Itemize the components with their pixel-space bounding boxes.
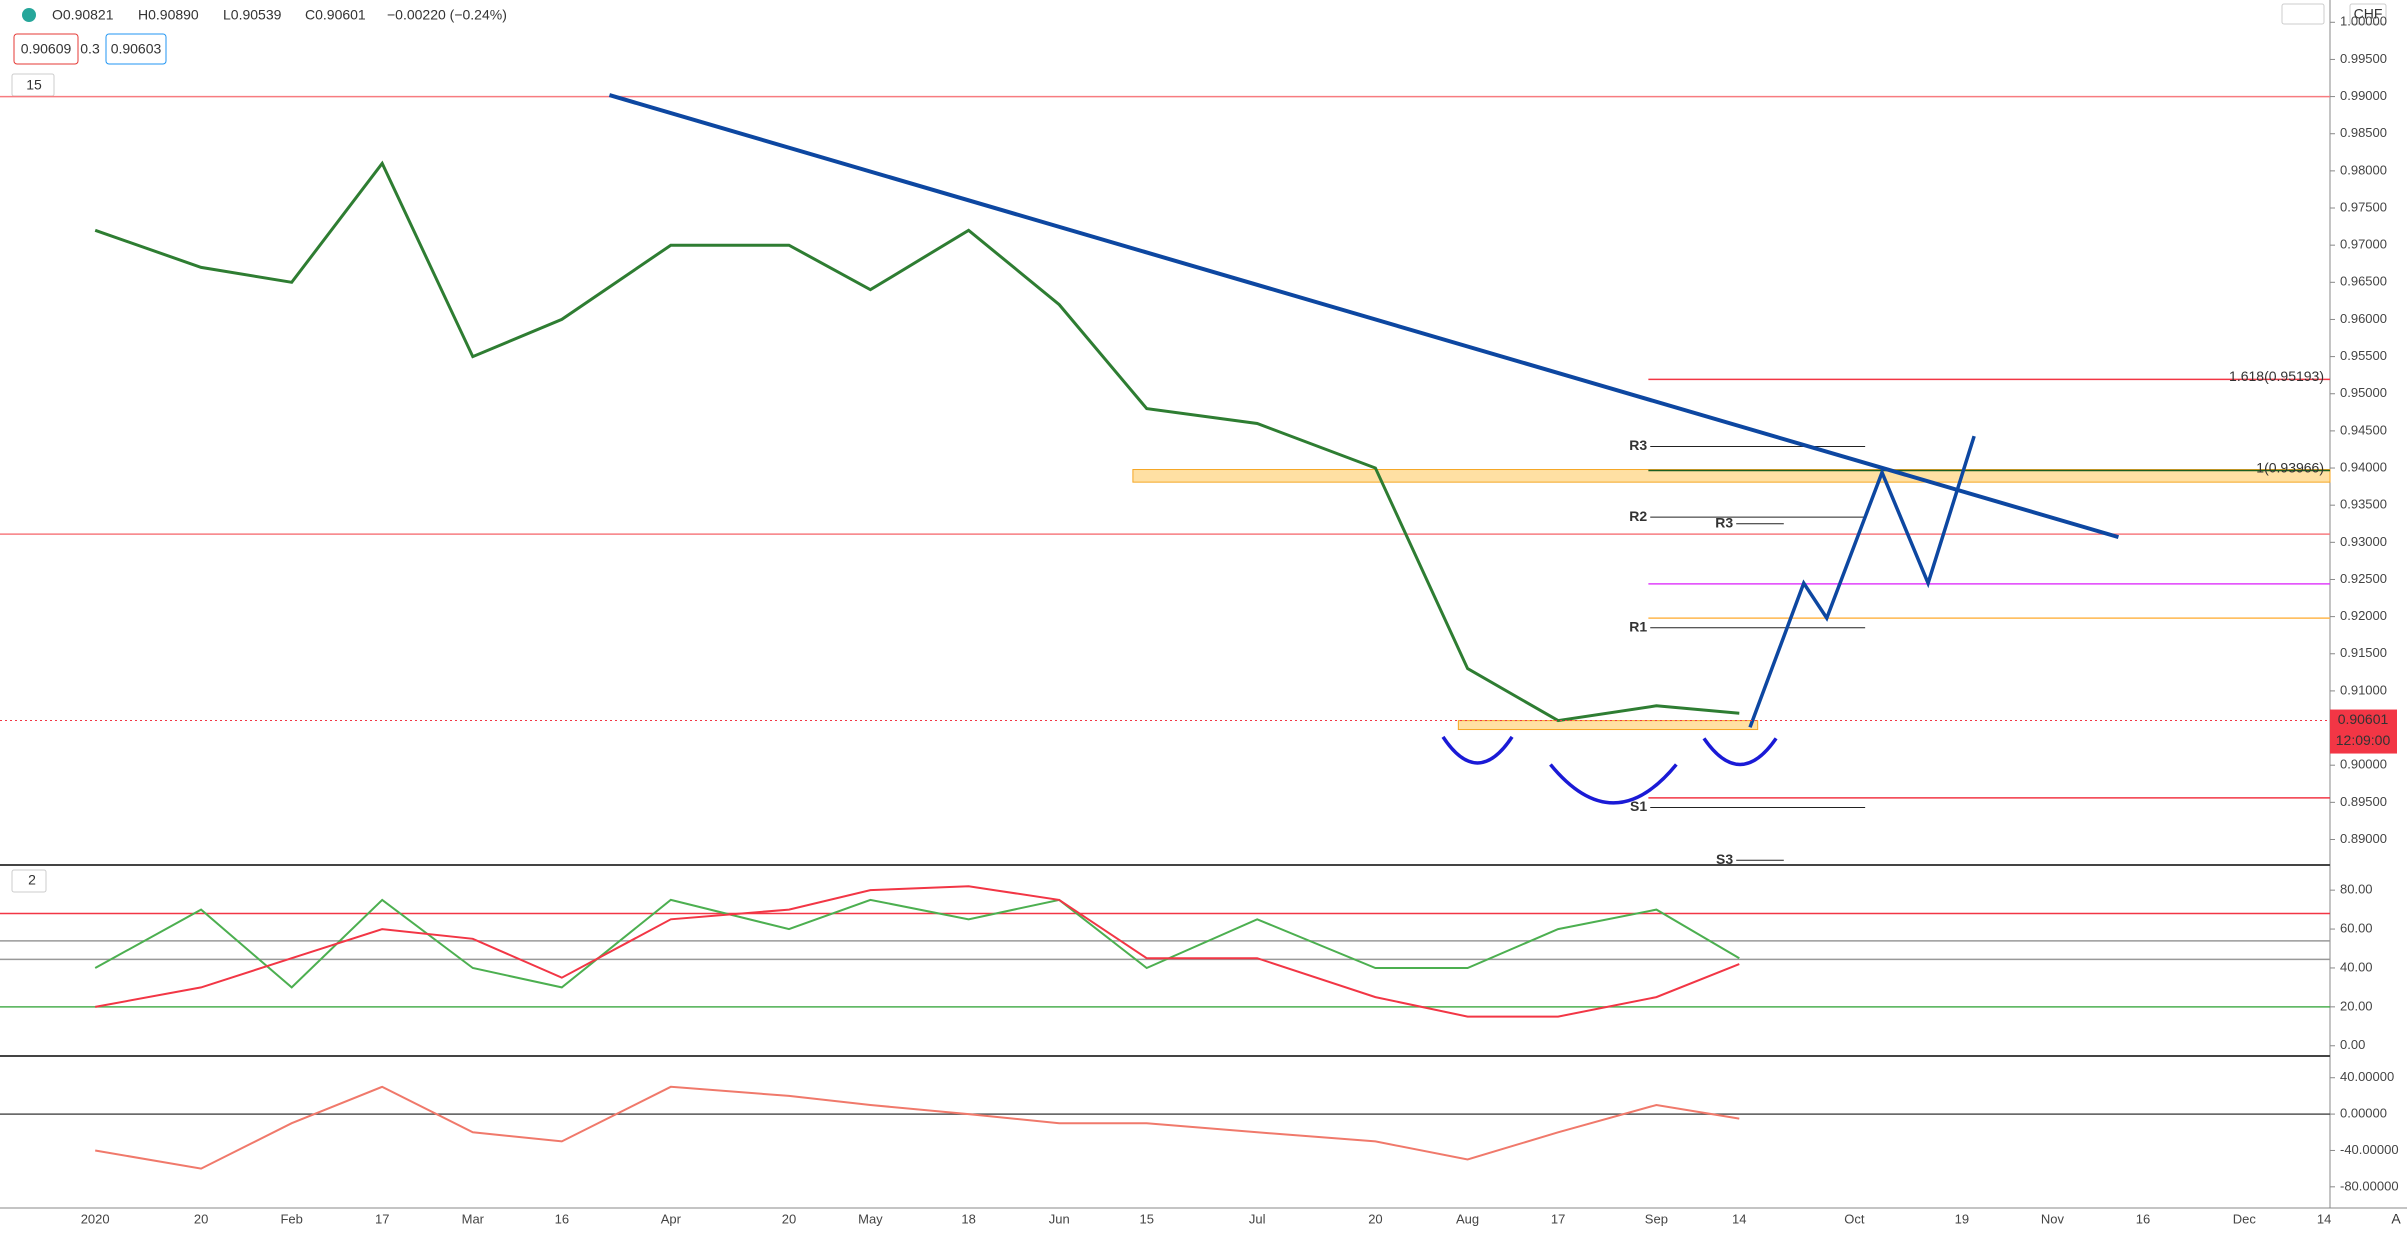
x-tick-label: Dec [2233,1211,2257,1226]
y-tick-label: 40.00 [2340,959,2373,974]
y-tick-label: 1.00000 [2340,14,2387,29]
sell-button[interactable] [13,33,79,65]
x-tick-label: 17 [1551,1211,1565,1226]
legend-low: L0.90539 [223,7,282,23]
spread: 0.3 [80,41,100,57]
y-tick-label: 60.00 [2340,920,2373,935]
y-tick-label: 40.00000 [2340,1069,2394,1084]
y-tick-label: -80.00000 [2340,1178,2399,1193]
x-tick-label: 20 [782,1211,796,1226]
y-tick-label: 0.97500 [2340,199,2387,214]
pivot-label: S1 [1630,798,1647,814]
x-tick-label: Jun [1049,1211,1070,1226]
x-tick-label: 16 [2136,1211,2150,1226]
pane-label: 2 [28,872,36,888]
y-tick-label: 0.96000 [2340,311,2387,326]
pattern-arc [1702,737,1778,767]
symbol-icon[interactable] [22,8,36,22]
pane-toggle[interactable] [11,869,47,893]
auto-scale-button[interactable]: A [2391,1211,2401,1227]
y-tick-label: 20.00 [2340,998,2373,1013]
pivot-label: R3 [1629,437,1647,453]
y-tick-label: 0.92000 [2340,608,2387,623]
zone [1132,469,2331,483]
y-tick-label: 0.89500 [2340,794,2387,809]
y-tick-label: 0.96500 [2340,274,2387,289]
y-tick-label: 0.00000 [2340,1106,2387,1121]
x-tick-label: 2020 [81,1211,110,1226]
x-tick-label: 18 [961,1211,975,1226]
pattern-arc [1441,735,1514,765]
legend-open: O0.90821 [52,7,114,23]
pivot-label: S3 [1716,851,1733,867]
x-tick-label: 19 [1955,1211,1969,1226]
y-tick-label: 0.97000 [2340,237,2387,252]
fib-label: 1(0.93966) [2256,459,2324,475]
y-tick-label: 0.94500 [2340,422,2387,437]
x-tick-label: 14 [1732,1211,1746,1226]
scroll-buttons[interactable] [2281,3,2325,25]
legend-close: C0.90601 [305,7,366,23]
currency-label: CHF [2354,6,2383,22]
pivot-label: R1 [1629,618,1647,634]
y-tick-label: 0.92500 [2340,571,2387,586]
x-tick-label: Apr [661,1211,682,1226]
pane-label: 15 [26,77,42,93]
x-tick-label: Sep [1645,1211,1668,1226]
y-tick-label: 0.95500 [2340,348,2387,363]
x-tick-label: Oct [1844,1211,1865,1226]
pivot-label: R2 [1629,508,1647,524]
y-tick-label: 0.91500 [2340,645,2387,660]
x-tick-label: Jul [1249,1211,1266,1226]
legend-high: H0.90890 [138,7,199,23]
y-tick-label: 0.89000 [2340,831,2387,846]
price-tag-countdown: 12:09:00 [2336,732,2391,748]
series-line [94,160,1740,723]
x-tick-label: May [858,1211,883,1226]
zone [1457,720,1759,731]
y-tick-label: 0.93000 [2340,534,2387,549]
fib-label: 1.618(0.95193) [2229,368,2324,384]
x-tick-label: 15 [1139,1211,1153,1226]
y-tick-label: 0.99500 [2340,51,2387,66]
legend-change: −0.00220 (−0.24%) [387,7,507,23]
bid-price: 0.90609 [21,41,72,57]
x-tick-label: Mar [462,1211,485,1226]
x-tick-label: Nov [2041,1211,2065,1226]
x-tick-label: 20 [194,1211,208,1226]
y-tick-label: 0.94000 [2340,459,2387,474]
y-tick-label: 80.00 [2340,882,2373,897]
pivot-label: R3 [1715,514,1733,530]
x-tick-label: 17 [375,1211,389,1226]
trendline [608,93,2120,540]
y-tick-label: 0.98500 [2340,125,2387,140]
y-tick-label: 0.91000 [2340,682,2387,697]
series-line [95,885,1740,1018]
price-tag-value: 0.90601 [2338,711,2389,727]
y-tick-label: 0.93500 [2340,497,2387,512]
y-tick-label: -40.00000 [2340,1142,2399,1157]
projection-path [1748,435,1976,728]
y-tick-label: 0.00 [2340,1037,2365,1052]
y-tick-label: 0.98000 [2340,162,2387,177]
buy-button[interactable] [105,33,167,65]
pattern-arc [1549,763,1678,805]
x-tick-label: 20 [1368,1211,1382,1226]
y-tick-label: 0.99000 [2340,88,2387,103]
price-tag [2330,709,2397,754]
x-tick-label: Aug [1456,1211,1479,1226]
series-line [94,898,1740,989]
ask-price: 0.90603 [111,41,162,57]
x-tick-label: 14 [2317,1211,2331,1226]
x-tick-label: 16 [555,1211,569,1226]
y-tick-label: 0.90000 [2340,757,2387,772]
series-line [95,1085,1740,1170]
currency-button[interactable] [2349,3,2387,25]
x-tick-label: Feb [280,1211,302,1226]
y-tick-label: 0.95000 [2340,385,2387,400]
